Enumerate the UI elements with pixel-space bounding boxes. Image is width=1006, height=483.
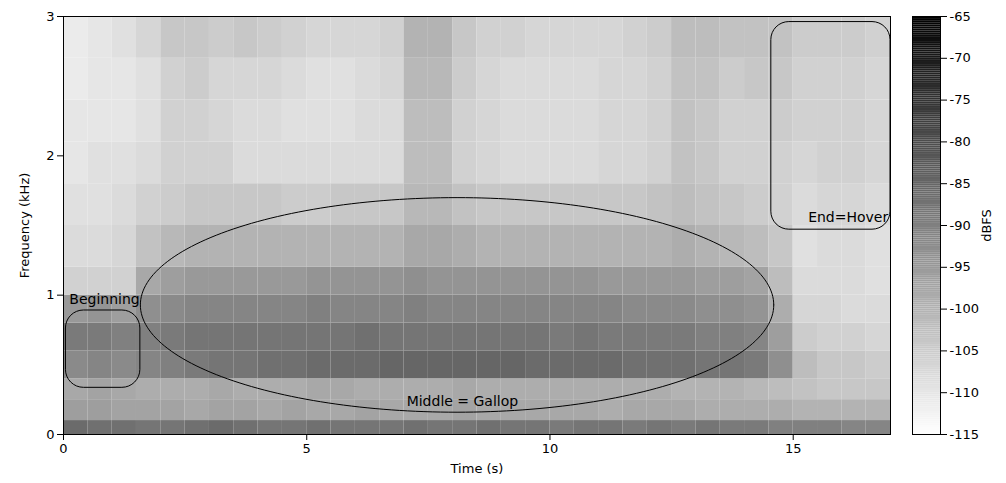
svg-text:-100: -100 <box>950 301 980 316</box>
svg-text:-95: -95 <box>950 259 971 274</box>
svg-text:-105: -105 <box>950 343 980 358</box>
svg-text:-110: -110 <box>950 385 980 400</box>
svg-text:Beginning: Beginning <box>69 291 139 307</box>
svg-text:Frequency (kHz): Frequency (kHz) <box>17 173 32 279</box>
svg-text:1: 1 <box>46 287 54 302</box>
svg-text:-65: -65 <box>950 9 971 24</box>
svg-text:10: 10 <box>542 441 559 456</box>
svg-text:Middle = Gallop: Middle = Gallop <box>407 393 519 409</box>
svg-text:Time (s): Time (s) <box>450 461 504 476</box>
svg-text:5: 5 <box>303 441 311 456</box>
svg-text:-90: -90 <box>950 218 971 233</box>
svg-text:-75: -75 <box>950 92 971 107</box>
svg-text:End=Hover: End=Hover <box>808 209 888 225</box>
svg-text:0: 0 <box>46 427 54 442</box>
svg-text:15: 15 <box>785 441 802 456</box>
svg-text:2: 2 <box>46 148 54 163</box>
svg-text:-115: -115 <box>950 427 980 442</box>
svg-text:-80: -80 <box>950 134 971 149</box>
svg-text:3: 3 <box>46 9 54 24</box>
svg-text:0: 0 <box>59 441 67 456</box>
svg-text:-85: -85 <box>950 176 971 191</box>
svg-text:dBFS: dBFS <box>979 209 994 242</box>
svg-text:-70: -70 <box>950 50 971 65</box>
